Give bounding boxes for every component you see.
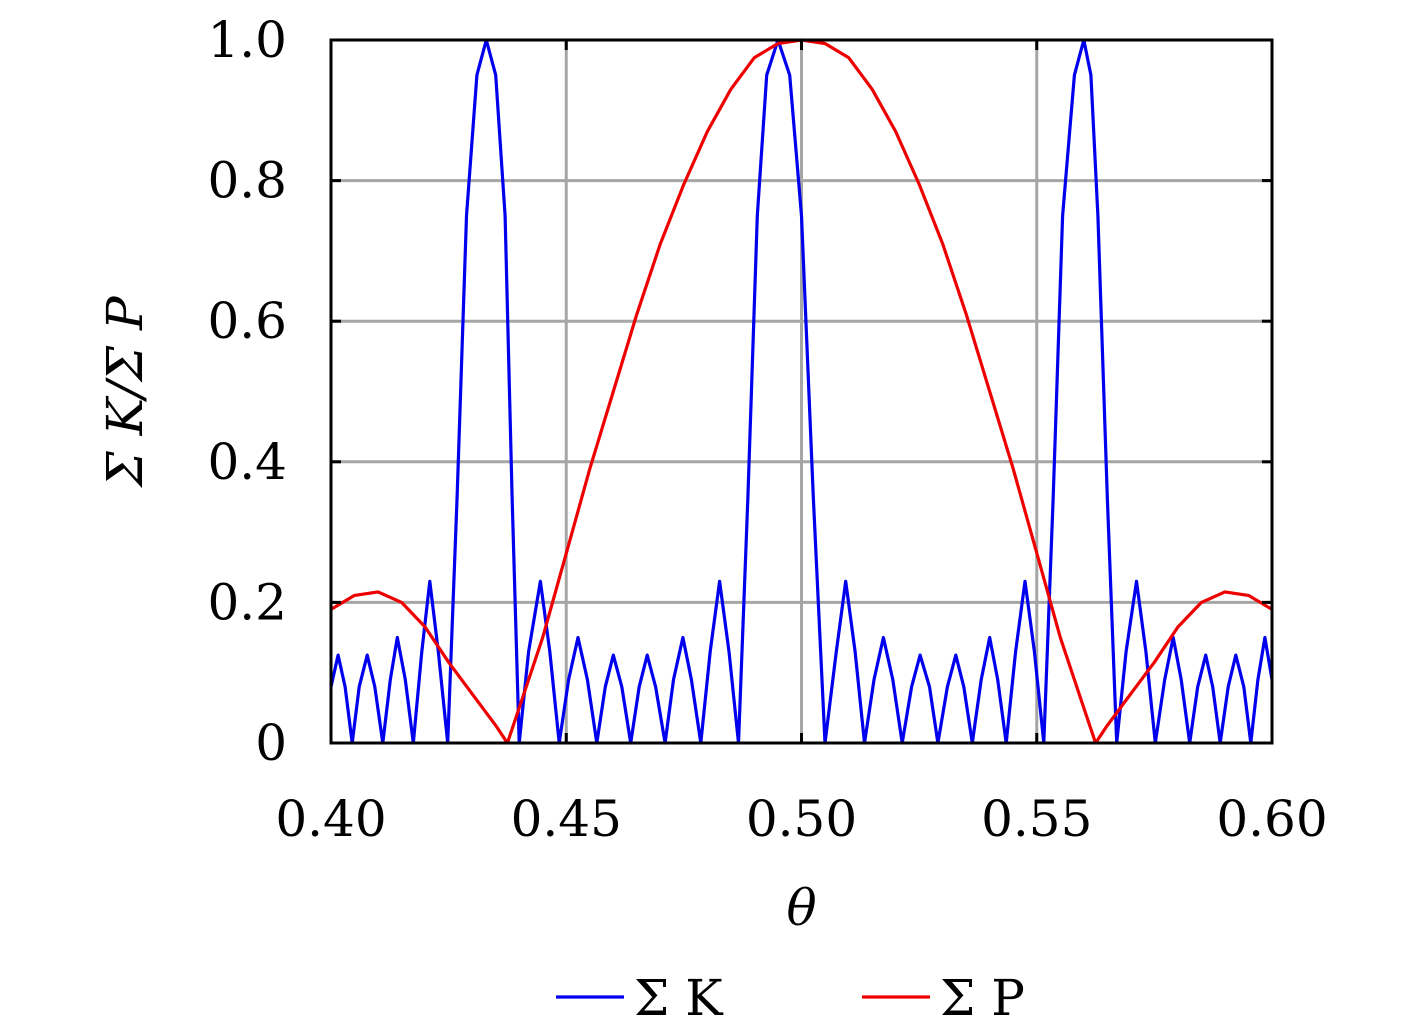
- y-tick-label: 0.2: [207, 573, 287, 631]
- axis-ticks: 0.40 0.45 0.50 0.55 0.60 0 0.2 0.4 0.6 0.8 1.0: [207, 11, 1327, 848]
- legend-label-sum-p: Σ P: [940, 969, 1025, 1027]
- legend-label-sum-k: Σ K: [634, 969, 724, 1027]
- x-tick-label: 0.50: [746, 790, 857, 848]
- x-tick-label: 0.45: [511, 790, 622, 848]
- y-tick-label: 1.0: [207, 11, 287, 69]
- series-line-sum-k: [329, 38, 1274, 745]
- x-axis-label: θ: [786, 879, 816, 937]
- x-tick-label: 0.55: [981, 790, 1092, 848]
- y-tick-label: 0.6: [207, 292, 287, 350]
- x-tick-label: 0.60: [1216, 790, 1327, 848]
- y-tick-label: 0.8: [207, 152, 287, 210]
- x-tick-label: 0.40: [275, 790, 386, 848]
- y-tick-label: 0.4: [207, 433, 287, 491]
- grid: [331, 40, 1272, 743]
- y-tick-label: 0: [255, 714, 287, 772]
- y-axis-label: Σ K/Σ P: [96, 295, 154, 489]
